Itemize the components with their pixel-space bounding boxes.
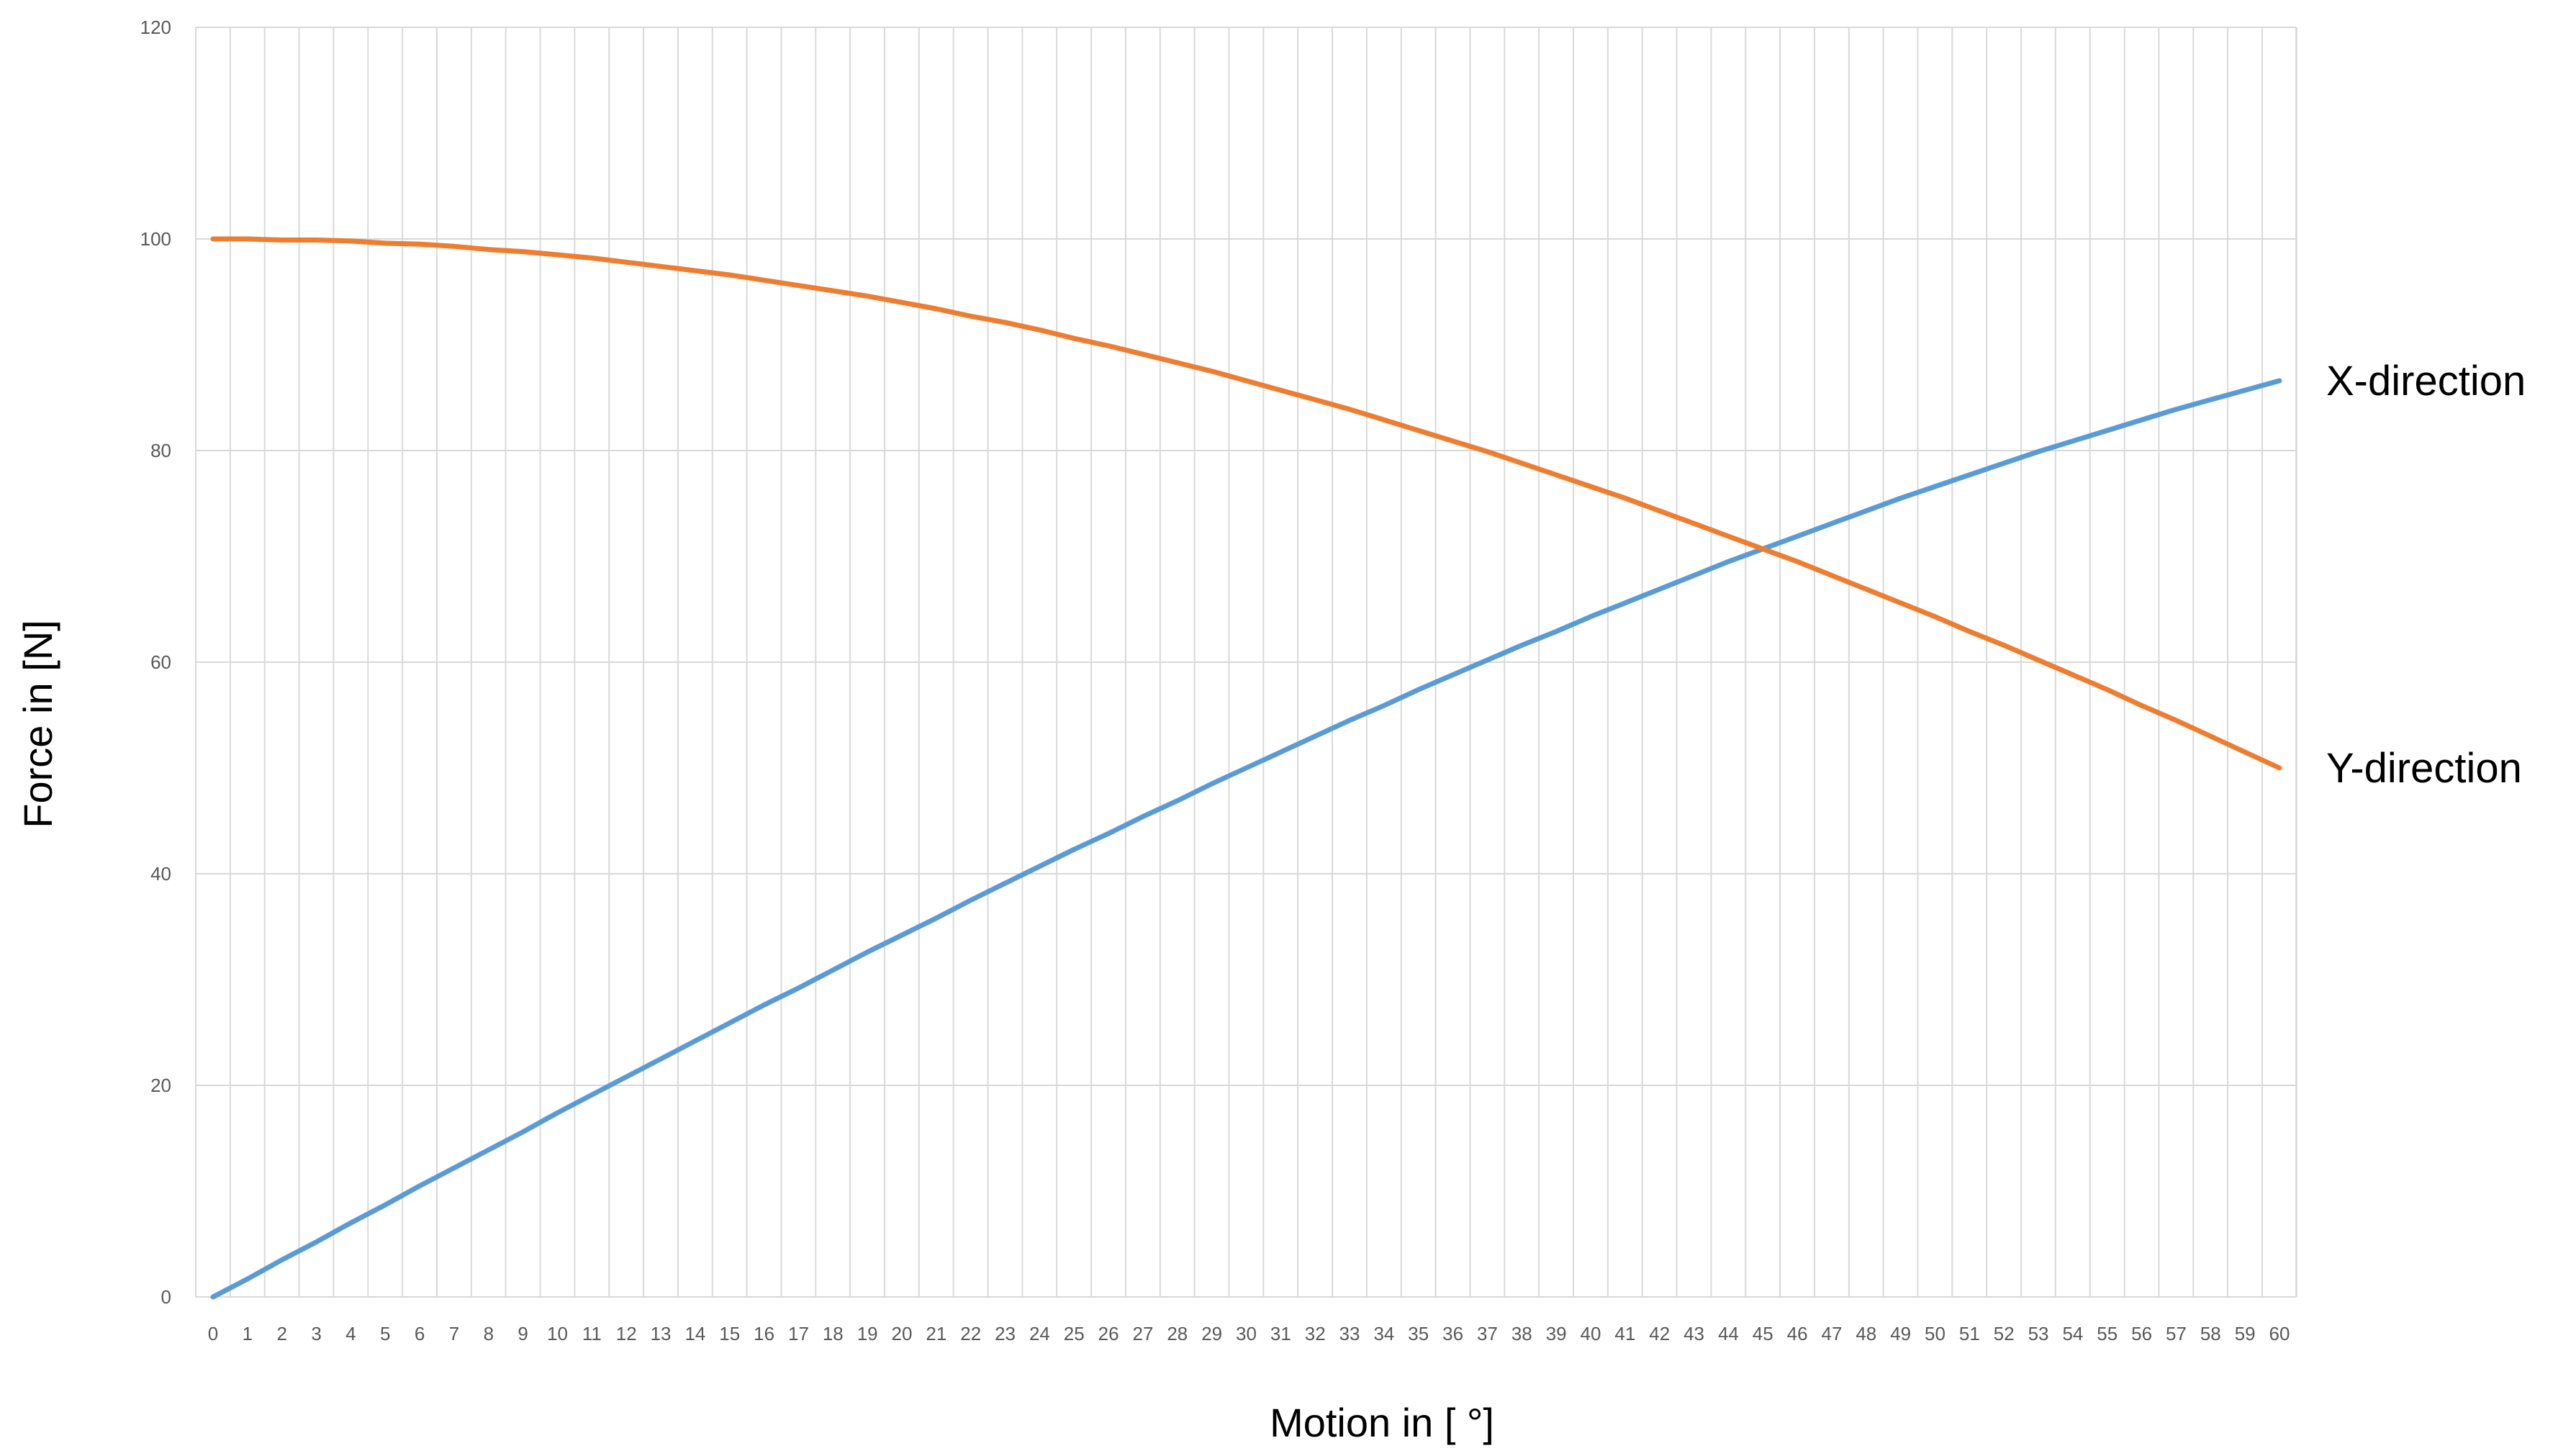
- x-tick-label: 1: [243, 1323, 253, 1344]
- x-tick-label: 56: [2131, 1323, 2152, 1344]
- x-tick-label: 16: [754, 1323, 774, 1344]
- x-tick-label: 52: [1994, 1323, 2015, 1344]
- x-tick-label: 3: [311, 1323, 321, 1344]
- x-tick-label: 9: [518, 1323, 528, 1344]
- x-tick-label: 4: [345, 1323, 356, 1344]
- x-tick-label: 43: [1684, 1323, 1704, 1344]
- x-tick-label: 37: [1477, 1323, 1498, 1344]
- x-tick-label: 57: [2166, 1323, 2187, 1344]
- x-tick-label: 40: [1581, 1323, 1601, 1344]
- x-tick-label: 36: [1442, 1323, 1463, 1344]
- x-tick-label: 30: [1236, 1323, 1257, 1344]
- x-tick-label: 46: [1787, 1323, 1808, 1344]
- x-tick-label: 59: [2235, 1323, 2256, 1344]
- x-tick-label: 31: [1270, 1323, 1291, 1344]
- y-tick-label: 20: [150, 1075, 171, 1096]
- x-tick-label: 0: [208, 1323, 218, 1344]
- x-tick-label: 13: [651, 1323, 672, 1344]
- x-tick-label: 58: [2200, 1323, 2221, 1344]
- y-tick-label: 40: [150, 863, 171, 885]
- x-tick-label: 20: [892, 1323, 913, 1344]
- x-tick-label: 28: [1167, 1323, 1188, 1344]
- series-line-y-direction: [210, 236, 2282, 771]
- x-tick-label: 53: [2028, 1323, 2049, 1344]
- x-tick-label: 33: [1339, 1323, 1360, 1344]
- x-tick-label: 10: [547, 1323, 568, 1344]
- x-tick-label: 42: [1649, 1323, 1670, 1344]
- x-tick-label: 60: [2269, 1323, 2290, 1344]
- x-tick-label: 49: [1890, 1323, 1911, 1344]
- x-tick-label: 14: [684, 1323, 705, 1344]
- x-tick-label: 24: [1029, 1323, 1050, 1344]
- x-tick-label: 39: [1546, 1323, 1567, 1344]
- x-tick-label: 26: [1098, 1323, 1119, 1344]
- x-tick-label: 17: [788, 1323, 809, 1344]
- x-tick-label: 27: [1132, 1323, 1153, 1344]
- x-tick-label: 47: [1821, 1323, 1842, 1344]
- x-tick-label: 8: [484, 1323, 494, 1344]
- x-tick-label: 44: [1718, 1323, 1739, 1344]
- x-tick-label: 19: [857, 1323, 878, 1344]
- x-tick-label: 18: [823, 1323, 844, 1344]
- series-lines: [210, 236, 2282, 1300]
- x-tick-label: 41: [1614, 1323, 1635, 1344]
- x-tick-label: 35: [1408, 1323, 1429, 1344]
- x-tick-label: 15: [719, 1323, 740, 1344]
- x-tick-label: 22: [960, 1323, 981, 1344]
- series-label-x-direction: X-direction: [2326, 358, 2526, 404]
- x-tick-label: 38: [1511, 1323, 1532, 1344]
- y-tick-label: 0: [161, 1286, 171, 1308]
- x-tick-label: 21: [926, 1323, 946, 1344]
- y-tick-label: 120: [140, 17, 171, 38]
- x-tick-label: 34: [1373, 1323, 1394, 1344]
- x-tick-labels: 0 1 2 3 4 5 6 7 8 9 10 11 12 13 14 15 16 17 18 19 20 21 22 23 24…: [208, 1323, 2290, 1344]
- x-tick-label: 2: [276, 1323, 286, 1344]
- series-line-x-direction: [210, 378, 2282, 1300]
- x-tick-label: 7: [449, 1323, 459, 1344]
- series-label-y-direction: Y-direction: [2326, 745, 2522, 792]
- x-tick-label: 48: [1856, 1323, 1876, 1344]
- y-tick-label: 80: [150, 440, 171, 461]
- x-tick-label: 6: [415, 1323, 425, 1344]
- y-axis-title: Force in [N]: [15, 620, 60, 828]
- x-tick-label: 45: [1753, 1323, 1773, 1344]
- x-tick-label: 11: [582, 1323, 602, 1344]
- series-labels: X-direction Y-direction: [2326, 358, 2526, 792]
- x-tick-label: 25: [1064, 1323, 1085, 1344]
- x-tick-label: 23: [995, 1323, 1016, 1344]
- x-tick-label: 12: [616, 1323, 637, 1344]
- x-tick-label: 55: [2097, 1323, 2118, 1344]
- y-tick-label: 100: [140, 228, 171, 250]
- y-tick-label: 60: [150, 651, 171, 673]
- x-tick-label: 29: [1201, 1323, 1222, 1344]
- grid-lines: [195, 27, 2297, 1298]
- x-tick-label: 54: [2062, 1323, 2083, 1344]
- x-axis-title: Motion in [ °]: [1270, 1400, 1494, 1445]
- x-tick-label: 32: [1305, 1323, 1326, 1344]
- y-tick-labels: 0 20 40 60 80 100 120: [140, 17, 171, 1308]
- x-tick-label: 50: [1925, 1323, 1945, 1344]
- x-tick-label: 5: [380, 1323, 390, 1344]
- x-tick-label: 51: [1959, 1323, 1980, 1344]
